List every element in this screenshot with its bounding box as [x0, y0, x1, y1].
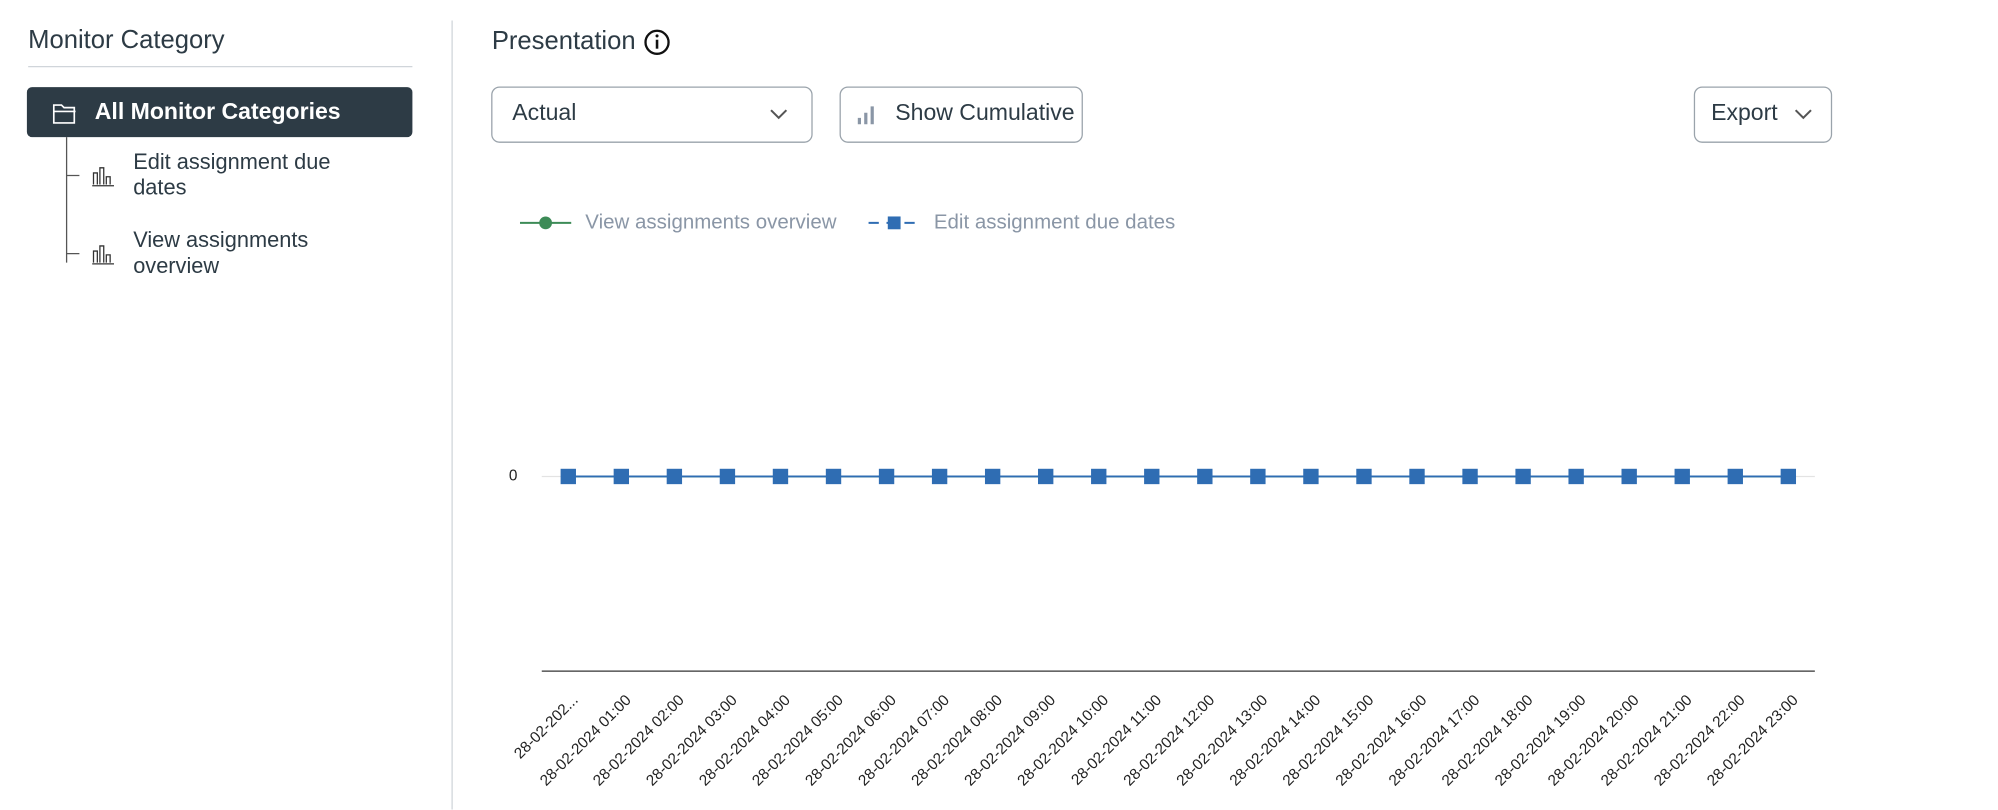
point [878, 468, 895, 485]
x-tick-label: 28-02-2024 19:00 [1492, 692, 1590, 790]
info-icon[interactable] [644, 29, 670, 55]
x-tick-label: 28-02-2024 18:00 [1439, 692, 1537, 790]
point [1462, 468, 1478, 485]
select-box[interactable] [491, 86, 813, 143]
x-tick-label: 28-02-2024 14:00 [1227, 692, 1325, 790]
x-tick-label: 28-02-2024 04:00 [696, 692, 794, 790]
point [1409, 468, 1425, 485]
point [1568, 468, 1584, 485]
section-title: Presentation [492, 27, 636, 55]
point [931, 468, 948, 485]
legend-label: View assignments overview [585, 210, 836, 233]
x-tick-label: 28-02-2024 09:00 [961, 692, 1059, 790]
x-tick-label: 28-02-2024 01:00 [537, 692, 635, 790]
x-tick-label: 28-02-2024 03:00 [643, 692, 741, 790]
x-tick-label: 28-02-2024 06:00 [802, 692, 900, 790]
toggle-button[interactable] [839, 86, 1083, 143]
tree-item[interactable]: View assignments overview [133, 228, 357, 284]
x-tick-label: 28-02-2024 12:00 [1120, 692, 1218, 790]
chart-icon [92, 245, 114, 265]
point [825, 468, 842, 485]
point [1197, 468, 1213, 485]
tree-lines [65, 137, 80, 263]
tree-item-label[interactable]: Edit assignment due dates [133, 149, 331, 200]
x-tick-label: 28-02-2024 13:00 [1173, 692, 1271, 790]
point [1621, 468, 1637, 485]
x-tick-label: 28-02-2024 07:00 [855, 692, 953, 790]
x-tick-label: 28-02-2024 10:00 [1014, 692, 1112, 790]
x-tick-label: 28-02-2024 21:00 [1598, 692, 1696, 790]
point [1515, 468, 1531, 485]
x-tick-label: 28-02-2024 15:00 [1280, 692, 1378, 790]
sidebar-title: Monitor Category [28, 26, 225, 54]
point [1780, 468, 1797, 485]
select-value[interactable]: Actual [512, 99, 576, 125]
x-tick-label: 28-02-2024 02:00 [590, 692, 688, 790]
export-button[interactable] [1693, 86, 1833, 143]
chevron [770, 109, 788, 120]
point [1303, 468, 1319, 485]
legend-marker [887, 216, 901, 230]
x-tick-label: 28-02-2024 11:00 [1068, 692, 1165, 789]
x-tick-label: 28-02-2024 16:00 [1333, 692, 1431, 790]
point [984, 468, 1001, 485]
export-label[interactable]: Export [1711, 99, 1778, 125]
legend-marker [539, 216, 553, 230]
point [1038, 468, 1054, 485]
x-tick-label: 28-02-2024 17:00 [1386, 692, 1484, 790]
chevron [1794, 109, 1812, 120]
point [1144, 468, 1160, 485]
point [666, 468, 683, 485]
point [1091, 468, 1107, 485]
point [1356, 468, 1372, 485]
point [560, 468, 576, 485]
chart-icon [92, 167, 114, 187]
point [1674, 468, 1690, 485]
x-tick-label: 28-02-2024 05:00 [749, 692, 847, 790]
folder-icon [52, 104, 76, 124]
tree-item[interactable]: Edit assignment due dates [133, 150, 357, 206]
x-tick-label: 28-02-2024 23:00 [1704, 692, 1802, 790]
toggle-label[interactable]: Show Cumulative [895, 99, 1074, 125]
point [1250, 468, 1266, 485]
tree-item-label[interactable]: View assignments overview [133, 227, 309, 278]
x-tick-label: 28-02-2024 08:00 [908, 692, 1006, 790]
legend-label: Edit assignment due dates [934, 210, 1175, 233]
point [613, 468, 630, 485]
point [719, 468, 736, 485]
bar-icon [857, 106, 874, 125]
point [1727, 468, 1743, 485]
y-tick-label: 0 [509, 468, 518, 485]
point [772, 468, 789, 485]
x-tick-label: 28-02-2024 22:00 [1651, 692, 1749, 790]
x-tick-label: 28-02-2024 20:00 [1545, 692, 1643, 790]
tree-root[interactable]: All Monitor Categories [95, 98, 341, 124]
selected-item[interactable] [26, 87, 413, 138]
